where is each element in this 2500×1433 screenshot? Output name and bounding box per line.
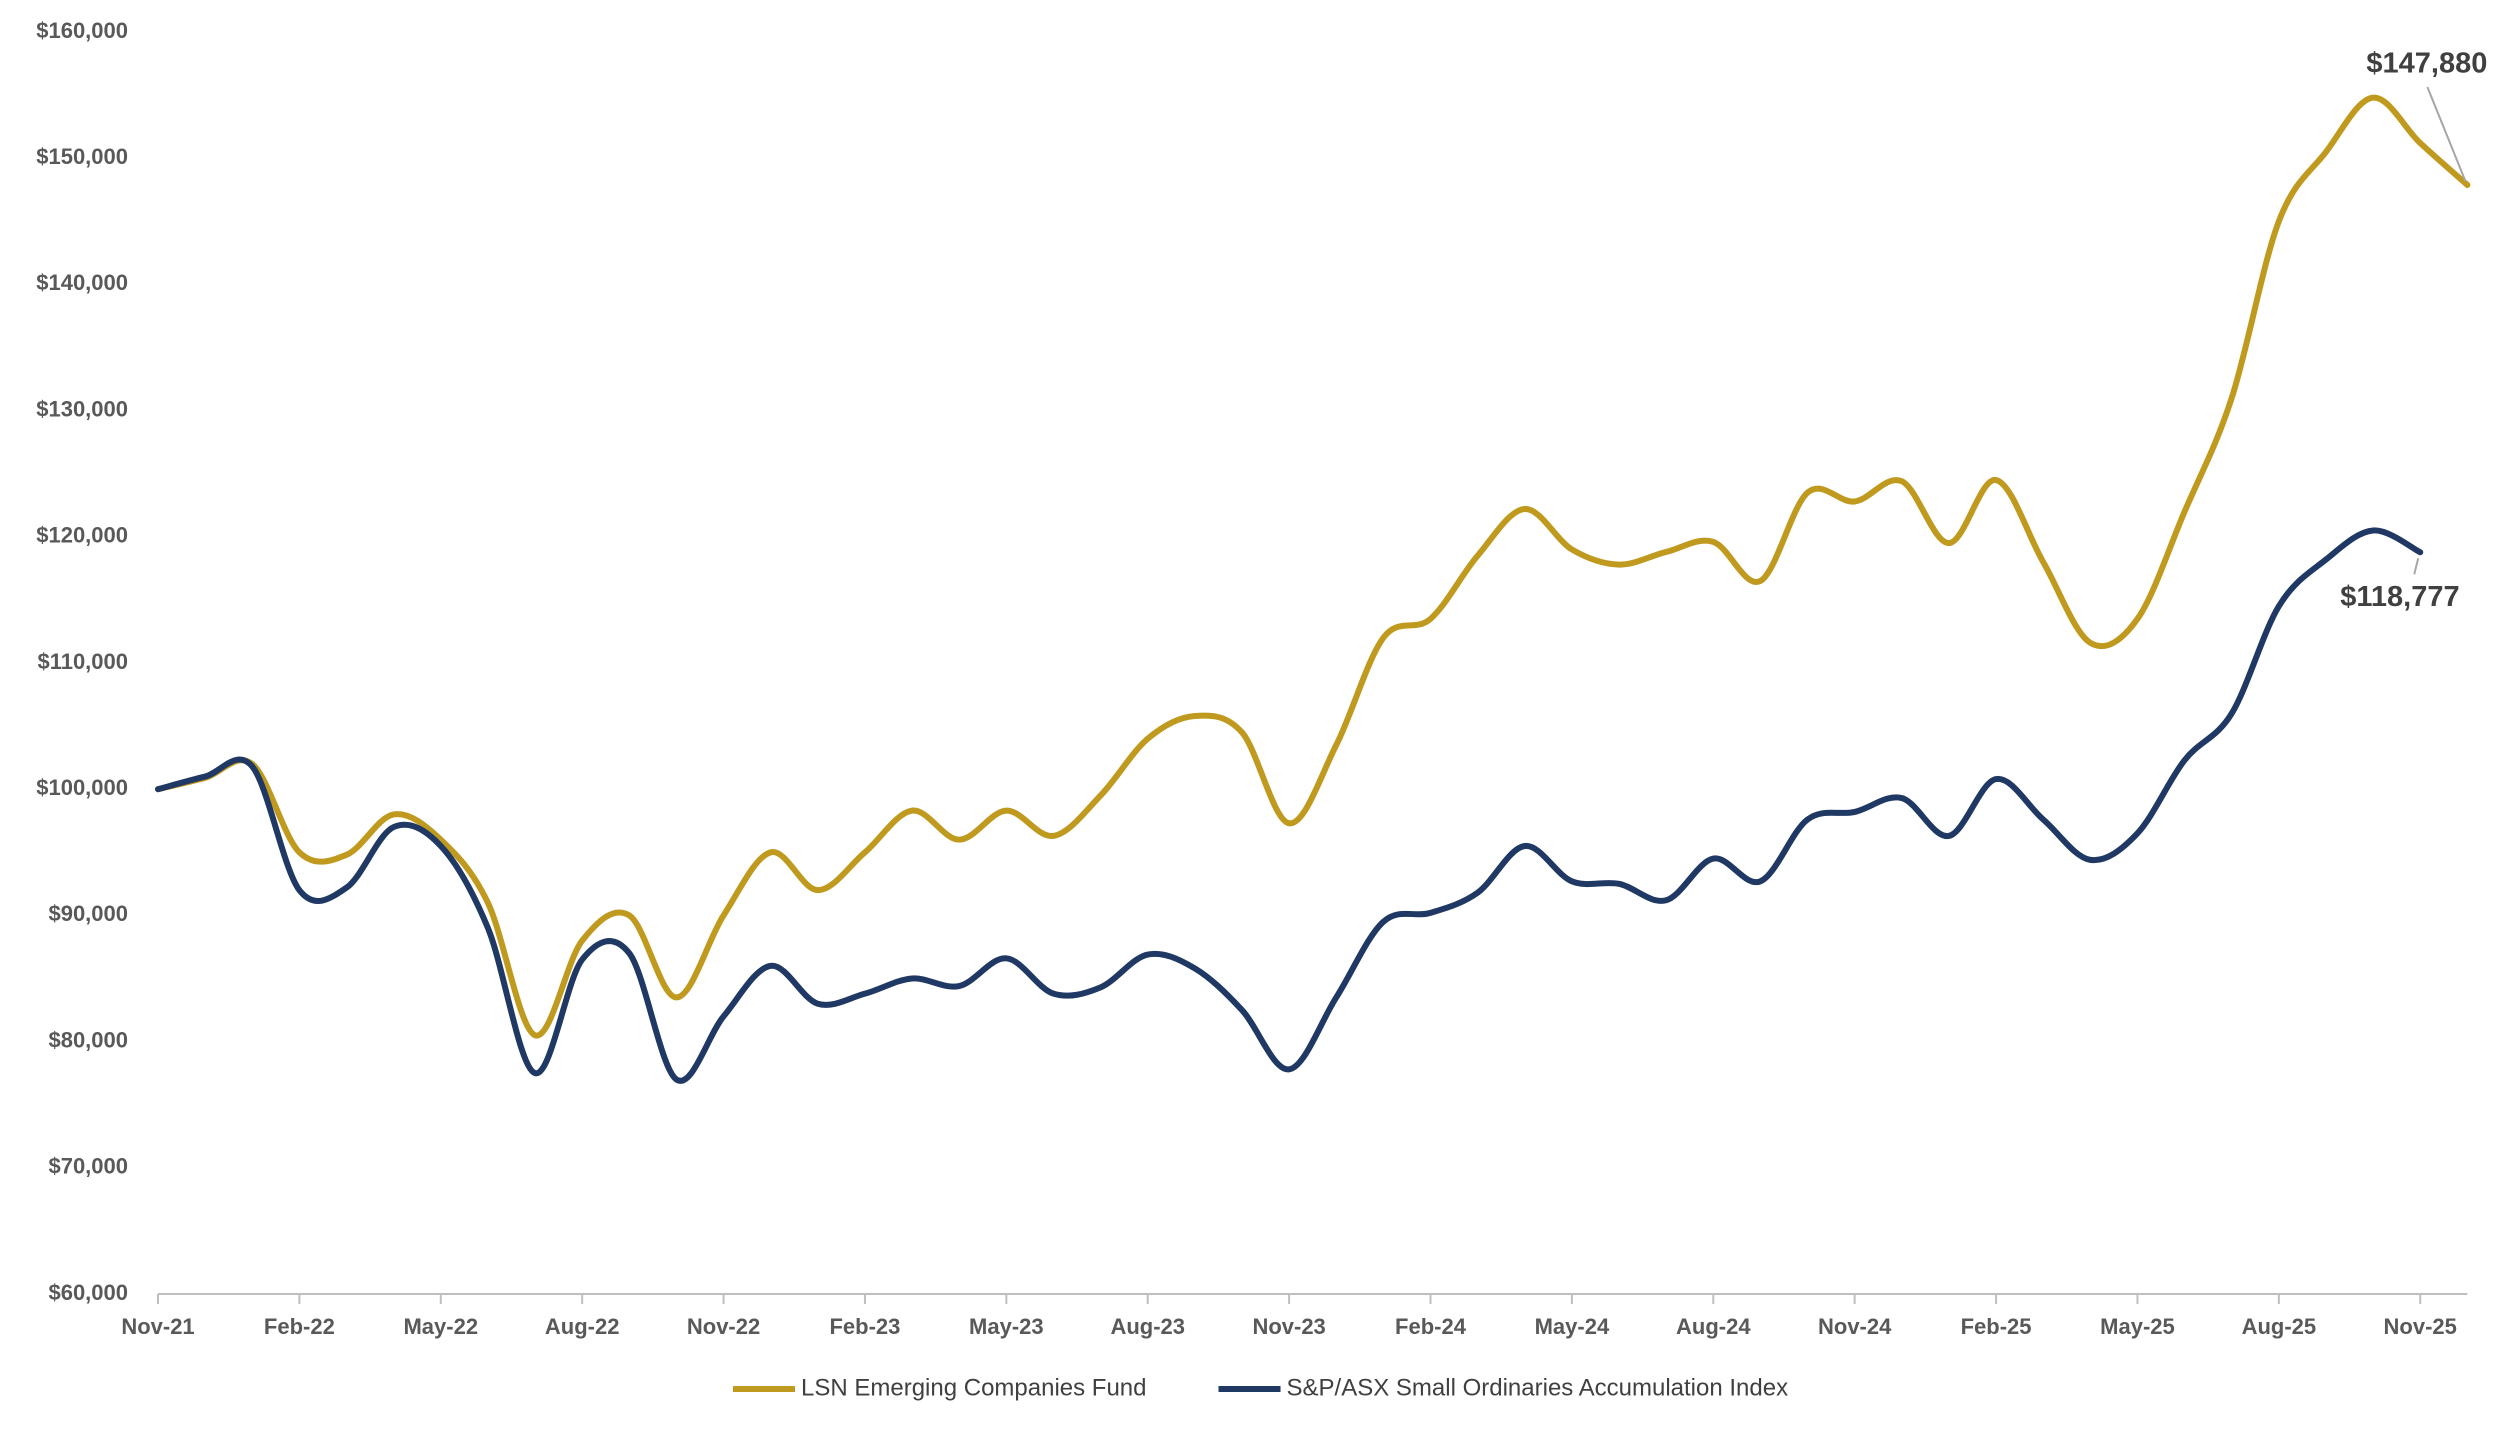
x-tick-label: Aug-24 (1676, 1314, 1751, 1339)
y-tick-label: $80,000 (48, 1027, 128, 1052)
x-tick-label: May-22 (403, 1314, 478, 1339)
x-tick-label: Feb-24 (1395, 1314, 1467, 1339)
x-tick-label: Nov-24 (1818, 1314, 1892, 1339)
x-tick-label: Aug-23 (1110, 1314, 1185, 1339)
y-tick-label: $110,000 (37, 649, 128, 674)
x-tick-label: Nov-21 (121, 1314, 194, 1339)
series-line (155, 527, 2424, 1084)
y-tick-label: $70,000 (48, 1154, 128, 1179)
series-line (155, 94, 2471, 1039)
leader-line (2413, 557, 2420, 575)
data-label: $118,777 (2340, 581, 2459, 613)
x-tick-label: Feb-23 (829, 1314, 900, 1339)
data-label: $147,880 (2366, 48, 2487, 80)
legend-label: LSN Emerging Companies Fund (801, 1374, 1147, 1401)
y-tick-label: $120,000 (36, 523, 128, 548)
leader-line (2426, 86, 2467, 182)
y-tick-label: $130,000 (36, 396, 128, 421)
x-tick-label: Aug-25 (2242, 1314, 2317, 1339)
x-tick-label: Feb-25 (1961, 1314, 2032, 1339)
x-tick-label: May-24 (1535, 1314, 1610, 1339)
x-tick-label: Nov-23 (1252, 1314, 1325, 1339)
y-tick-label: $100,000 (36, 775, 128, 800)
x-tick-label: Aug-22 (545, 1314, 620, 1339)
x-tick-label: May-25 (2100, 1314, 2175, 1339)
x-tick-label: Feb-22 (264, 1314, 335, 1339)
x-tick-label: Nov-22 (687, 1314, 760, 1339)
y-tick-label: $140,000 (36, 270, 128, 295)
x-tick-label: May-23 (969, 1314, 1044, 1339)
y-tick-label: $160,000 (36, 18, 128, 43)
y-tick-label: $90,000 (48, 901, 128, 926)
x-tick-label: Nov-25 (2384, 1314, 2457, 1339)
y-tick-label: $60,000 (48, 1280, 128, 1305)
y-tick-label: $150,000 (36, 144, 128, 169)
legend-label: S&P/ASX Small Ordinaries Accumulation In… (1287, 1374, 1789, 1401)
